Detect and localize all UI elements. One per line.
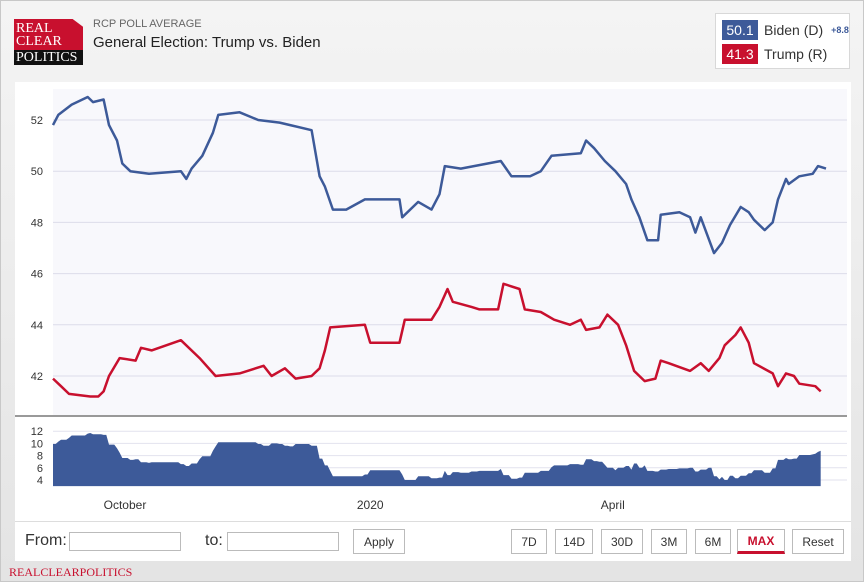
to-label: to: [205,532,223,549]
spread-value: +8.8 [831,25,849,35]
spread-tick-label: 6 [37,463,43,475]
range-7d-button[interactable]: 7D [511,529,547,554]
y-tick-label: 52 [31,115,43,127]
apply-button[interactable]: Apply [353,529,405,554]
logo-word: POLITICS [14,50,83,65]
y-tick-label: 42 [31,371,43,383]
x-tick-label: April [601,498,625,512]
logo-word: CLEAR [16,34,62,49]
legend: 50.1 Biden (D) +8.8 41.3 Trump (R) [715,13,850,69]
legend-biden: 50.1 Biden (D) +8.8 [722,20,849,40]
range-30d-button[interactable]: 30D [601,529,643,554]
spread-tick-label: 4 [37,475,43,487]
from-date-input[interactable] [69,532,181,551]
date-range-controls: From: to: Apply 7D 14D 30D 3M 6M MAX Res… [15,521,851,561]
spread-area [53,433,821,487]
y-tick-label: 50 [31,166,43,178]
chart-subtitle: RCP POLL AVERAGE [93,18,202,30]
biden-label: Biden (D) [764,22,824,38]
y-tick-label: 44 [31,320,43,332]
logo-word: REAL [16,21,53,36]
range-max-button[interactable]: MAX [737,529,785,554]
to-date-input[interactable] [227,532,339,551]
reset-button[interactable]: Reset [792,529,844,554]
biden-line [51,95,827,255]
spread-tick-label: 8 [37,451,43,463]
y-tick-label: 46 [31,269,43,281]
biden-value: 50.1 [722,20,758,40]
chart-title: General Election: Trump vs. Biden [93,34,321,51]
y-tick-label: 48 [31,217,43,229]
plot-background [53,89,847,415]
x-tick-label: October [104,498,147,512]
range-3m-button[interactable]: 3M [651,529,687,554]
range-14d-button[interactable]: 14D [555,529,593,554]
range-6m-button[interactable]: 6M [695,529,731,554]
x-tick-label: 2020 [357,498,384,512]
trump-label: Trump (R) [764,46,828,62]
footer-brand: REALCLEARPOLITICS [9,565,133,579]
legend-trump: 41.3 Trump (R) [722,44,827,64]
rcp-logo: REAL CLEAR POLITICS [14,19,83,65]
spread-tick-label: 12 [31,426,43,438]
trump-value: 41.3 [722,44,758,64]
trump-line [52,282,822,398]
from-label: From: [25,532,67,549]
spread-tick-label: 10 [31,438,43,450]
